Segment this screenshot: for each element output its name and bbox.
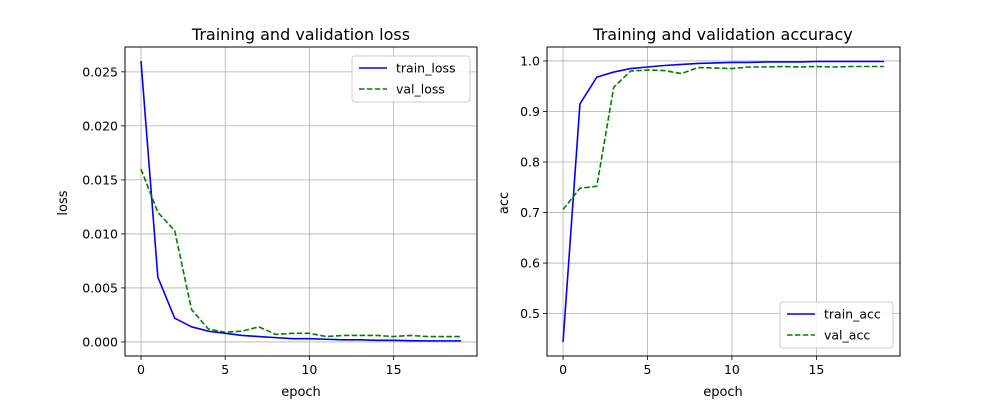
accuracy-xtick-label: 5 — [644, 362, 652, 377]
loss-ytick-label: 0.000 — [82, 334, 118, 349]
accuracy-legend-label-val-acc: val_acc — [824, 328, 870, 343]
loss-xtick-label: 5 — [221, 362, 229, 377]
loss-xtick-label: 15 — [386, 362, 402, 377]
loss-series-train-loss-line — [140, 60, 461, 342]
loss-chart-title: Training and validation loss — [191, 25, 410, 44]
loss-chart-xlabel: epoch — [281, 385, 321, 400]
loss-series-val-loss-line — [140, 168, 461, 338]
loss-ytick-label: 0.005 — [82, 280, 118, 295]
loss-ytick-label: 0.015 — [82, 172, 118, 187]
loss-xtick-label: 10 — [301, 362, 317, 377]
accuracy-xtick-label: 10 — [724, 362, 740, 377]
accuracy-ytick-label: 0.9 — [520, 104, 540, 119]
accuracy-xtick-label: 0 — [559, 362, 567, 377]
accuracy-chart-title: Training and validation accuracy — [592, 25, 852, 44]
accuracy-legend-label-train-acc: train_acc — [824, 307, 881, 322]
loss-legend-label-train-loss: train_loss — [396, 61, 456, 76]
loss-legend-label-val-loss: val_loss — [396, 82, 445, 97]
loss-chart-ylabel: loss — [56, 190, 71, 215]
accuracy-axes-frame — [546, 46, 901, 357]
accuracy-chart-ylabel: acc — [497, 192, 512, 214]
accuracy-series-val-acc-line — [562, 65, 884, 211]
accuracy-ytick-label: 0.5 — [520, 306, 540, 321]
loss-ytick-label: 0.020 — [82, 118, 118, 133]
accuracy-ytick-label: 0.7 — [520, 205, 540, 220]
accuracy-series-train-acc-line — [562, 60, 884, 342]
accuracy-chart-xlabel: epoch — [703, 385, 743, 400]
loss-ytick-label: 0.010 — [82, 226, 118, 241]
accuracy-ytick-label: 0.8 — [520, 155, 540, 170]
accuracy-ytick-label: 1.0 — [520, 53, 540, 68]
loss-xtick-label: 0 — [137, 362, 145, 377]
accuracy-chart-panel: Training and validation accuracy epoch a… — [497, 25, 901, 400]
accuracy-legend: train_acc val_acc — [779, 301, 894, 349]
loss-ytick-label: 0.025 — [82, 64, 118, 79]
accuracy-xtick-label: 15 — [808, 362, 824, 377]
accuracy-ytick-label: 0.6 — [520, 256, 540, 271]
loss-legend: train_loss val_loss — [351, 55, 471, 103]
loss-axes-frame — [124, 46, 478, 357]
loss-chart-panel: Training and validation loss epoch loss … — [56, 25, 478, 400]
